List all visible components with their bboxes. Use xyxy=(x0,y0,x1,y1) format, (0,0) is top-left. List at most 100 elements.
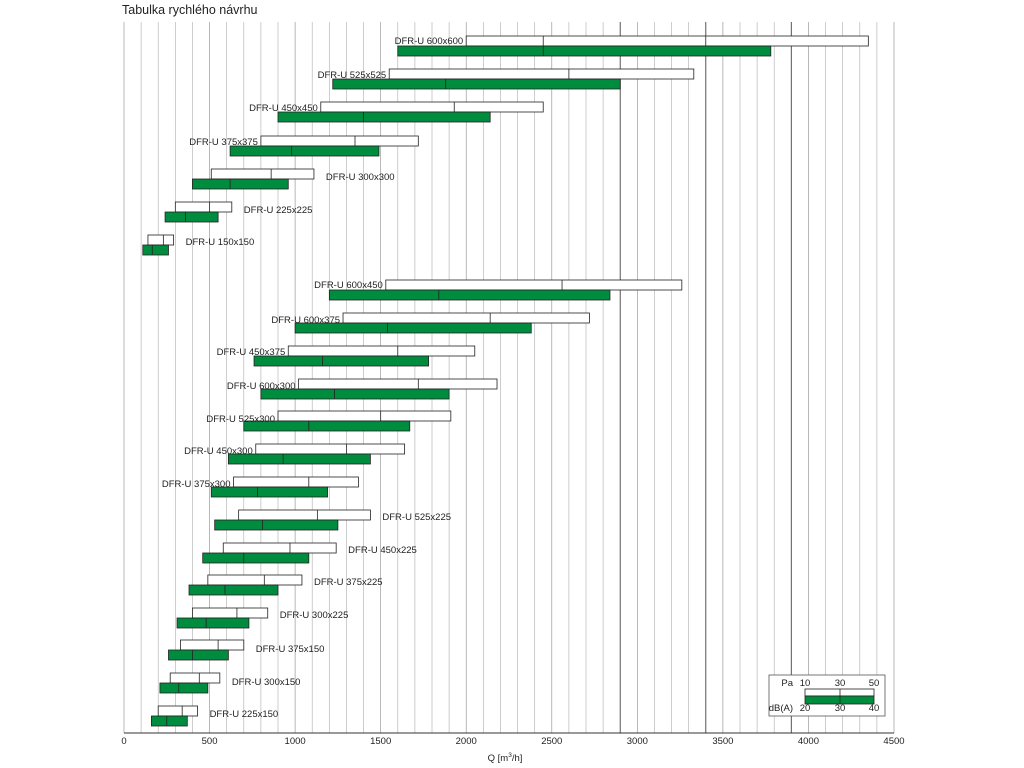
x-tick-label: 3500 xyxy=(712,736,733,747)
bar-group xyxy=(294,312,590,334)
series-label: DFR-U 375x225 xyxy=(314,577,383,588)
bar-group xyxy=(332,68,695,90)
bar-group xyxy=(168,639,245,661)
legend-noise-swatch xyxy=(804,695,875,705)
bar-group xyxy=(328,279,683,301)
series-label: DFR-U 525x525 xyxy=(318,70,387,81)
series-label: DFR-U 600x600 xyxy=(395,36,464,47)
x-tick-label: 3000 xyxy=(627,736,648,747)
bar-group xyxy=(164,201,233,223)
pressure-bar xyxy=(287,345,476,357)
series-label: DFR-U 375x375 xyxy=(189,137,258,148)
bar-group xyxy=(188,574,303,596)
x-tick-label: 0 xyxy=(121,736,126,747)
bars-layer xyxy=(142,35,869,727)
pressure-bar xyxy=(207,574,303,586)
series-labels-layer: DFR-U 600x600 DFR-U 525x525 DFR-U 450x450 D… xyxy=(162,36,463,720)
legend-db-value: 30 xyxy=(835,703,846,714)
noise-bar xyxy=(260,388,450,400)
noise-bar xyxy=(332,78,621,90)
legend-pa-label: Pa xyxy=(781,678,793,689)
series-label: DFR-U 600x300 xyxy=(227,381,296,392)
bar-group xyxy=(176,607,269,629)
pressure-bar xyxy=(157,705,198,717)
bar-group xyxy=(159,672,221,694)
series-label: DFR-U 300x225 xyxy=(280,610,349,621)
x-tick-label: 1500 xyxy=(370,736,391,747)
noise-bar xyxy=(294,322,532,334)
x-tick-label: 4000 xyxy=(798,736,819,747)
noise-bar xyxy=(150,715,188,727)
pressure-bar xyxy=(298,378,498,390)
pressure-bar xyxy=(260,135,419,147)
bar-group xyxy=(253,345,476,367)
legend: Pa dB(A) 10 30 50 20 30 40 xyxy=(768,674,886,717)
noise-bar xyxy=(176,617,250,629)
x-tick-label: 500 xyxy=(202,736,218,747)
series-label: DFR-U 525x300 xyxy=(206,414,275,425)
bar-group xyxy=(229,135,419,157)
noise-bar xyxy=(164,211,219,223)
chart-title: Tabulka rychlého návrhu xyxy=(122,3,258,17)
pressure-bar xyxy=(277,410,452,422)
series-label: DFR-U 450x450 xyxy=(249,103,318,114)
legend-pressure-swatch xyxy=(804,688,875,697)
series-label: DFR-U 450x300 xyxy=(184,446,253,457)
series-label: DFR-U 600x450 xyxy=(314,280,383,291)
noise-bar xyxy=(210,486,329,498)
bar-group xyxy=(277,101,544,123)
pressure-bar xyxy=(238,509,371,521)
pressure-bar xyxy=(385,279,683,291)
legend-pa-value: 30 xyxy=(835,678,846,689)
noise-bar xyxy=(229,145,380,157)
x-tick-label: 2000 xyxy=(456,736,477,747)
legend-db-label: dB(A) xyxy=(769,703,793,714)
noise-bar xyxy=(397,45,772,57)
bar-group xyxy=(192,168,315,190)
noise-bar xyxy=(214,519,339,531)
series-label: DFR-U 525x225 xyxy=(382,512,451,523)
bar-group xyxy=(227,443,406,465)
series-label: DFR-U 225x150 xyxy=(210,709,279,720)
bar-group xyxy=(260,378,498,400)
series-label: DFR-U 225x225 xyxy=(244,205,313,216)
legend-db-value: 40 xyxy=(869,703,880,714)
pressure-bar xyxy=(222,542,337,554)
pressure-bar xyxy=(180,639,245,651)
pressure-bar xyxy=(320,101,544,113)
bar-group xyxy=(243,410,452,432)
pressure-bar xyxy=(388,68,695,80)
pressure-bar xyxy=(233,476,359,488)
x-tick-label: 1000 xyxy=(285,736,306,747)
pressure-bar xyxy=(174,201,233,213)
series-label: DFR-U 450x225 xyxy=(348,545,417,556)
noise-bar xyxy=(202,552,310,564)
noise-bar xyxy=(159,682,209,694)
pressure-bar xyxy=(255,443,406,455)
series-label: DFR-U 375x150 xyxy=(256,644,325,655)
x-tick-label: 2500 xyxy=(541,736,562,747)
noise-bar xyxy=(142,244,169,256)
noise-bar xyxy=(227,453,371,465)
bar-group xyxy=(397,35,869,57)
series-label: DFR-U 450x375 xyxy=(217,347,286,358)
bar-group xyxy=(214,509,371,531)
series-label: DFR-U 150x150 xyxy=(186,237,255,248)
pressure-bar xyxy=(465,35,869,47)
noise-bar xyxy=(168,649,229,661)
x-axis-label: Q [m3/h] xyxy=(488,752,523,764)
bar-group xyxy=(202,542,337,564)
legend-db-value: 20 xyxy=(800,703,811,714)
bar-group xyxy=(142,234,175,256)
bar-group xyxy=(210,476,359,498)
noise-bar xyxy=(243,420,411,432)
noise-bar xyxy=(188,584,279,596)
pressure-bar xyxy=(169,672,221,684)
noise-bar xyxy=(192,178,289,190)
series-label: DFR-U 375x300 xyxy=(162,479,231,490)
bar-group xyxy=(150,705,198,727)
pressure-bar xyxy=(210,168,315,180)
noise-bar xyxy=(328,289,611,301)
noise-bar xyxy=(253,355,429,367)
series-label: DFR-U 300x150 xyxy=(232,677,301,688)
